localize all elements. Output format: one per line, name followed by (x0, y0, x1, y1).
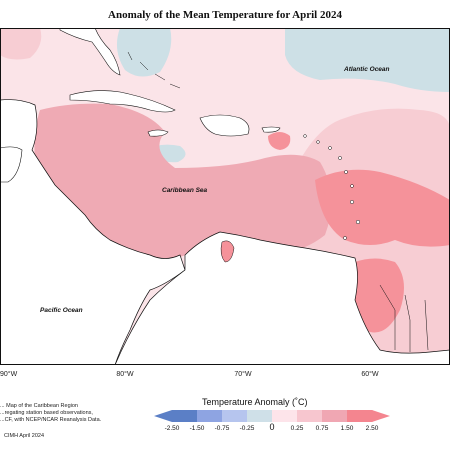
legend-colorbar (154, 410, 390, 422)
anomaly-field-salmon-east (315, 169, 450, 247)
guianas-borders (379, 284, 429, 352)
longitude-label-70w: 70°W (234, 371, 252, 378)
land-hispaniola (199, 114, 250, 137)
anomaly-field-salmon-small (268, 132, 291, 150)
legend-label: -2.50 (164, 425, 180, 432)
land-central-america (0, 99, 186, 365)
footer-line-1: ... Map of the Caribbean Region (0, 403, 78, 409)
anomaly-field-salmon-south (353, 258, 404, 333)
legend-arrow-high (372, 410, 390, 422)
legend-swatch (347, 410, 373, 422)
legend-swatch (272, 410, 298, 422)
longitude-label-60w: 60°W (361, 371, 379, 378)
land-south-america (114, 231, 450, 365)
anomaly-field-pink-caribbean (34, 103, 332, 270)
legend-label: -1.50 (189, 425, 205, 432)
lesser-antilles (303, 134, 361, 240)
anomaly-field-blue-north (285, 28, 450, 92)
footer-credit: CIMH April 2024 (4, 433, 45, 439)
anomaly-field-blue-bahamas (116, 28, 172, 77)
legend-label: 1.50 (340, 425, 354, 432)
bahamas-islands (127, 51, 181, 89)
legend-arrow-low (154, 410, 172, 422)
lake-maracaibo (220, 240, 235, 263)
land-jamaica (147, 129, 169, 137)
label-pacific-ocean: Pacific Ocean (40, 307, 83, 314)
legend-swatch (172, 410, 198, 422)
longitude-label-90w: 90°W (0, 371, 18, 378)
legend-label: -0.25 (239, 425, 255, 432)
footer-line-2: ...regating station based observations, (0, 410, 93, 416)
land-puerto-rico (261, 126, 281, 133)
map-title: Anomaly of the Mean Temperature for Apri… (108, 9, 342, 21)
label-caribbean-sea: Caribbean Sea (162, 187, 208, 194)
legend-swatch (222, 410, 248, 422)
legend-swatch (297, 410, 323, 422)
legend-label: 0.25 (290, 425, 304, 432)
longitude-label-80w: 80°W (116, 371, 134, 378)
label-atlantic-ocean: Atlantic Ocean (343, 66, 390, 73)
legend-label: 0.75 (315, 425, 329, 432)
legend-swatch (197, 410, 223, 422)
legend-label: 2.50 (365, 425, 379, 432)
legend-swatch (322, 410, 348, 422)
anomaly-map: Atlantic Ocean Caribbean Sea Pacific Oce… (0, 28, 450, 365)
land-cuba (69, 90, 176, 113)
legend-swatch (247, 410, 273, 422)
footer-line-3: ...CF, with NCEP/NCAR Reanalysis Data. (0, 417, 102, 423)
legend-label: 0 (269, 422, 275, 432)
anomaly-field-pink-nw (0, 28, 42, 60)
legend-title: Temperature Anomaly (˚C) (202, 397, 308, 407)
land-yucatan (0, 146, 23, 183)
legend-label: -0.75 (214, 425, 230, 432)
land-florida (59, 28, 121, 76)
